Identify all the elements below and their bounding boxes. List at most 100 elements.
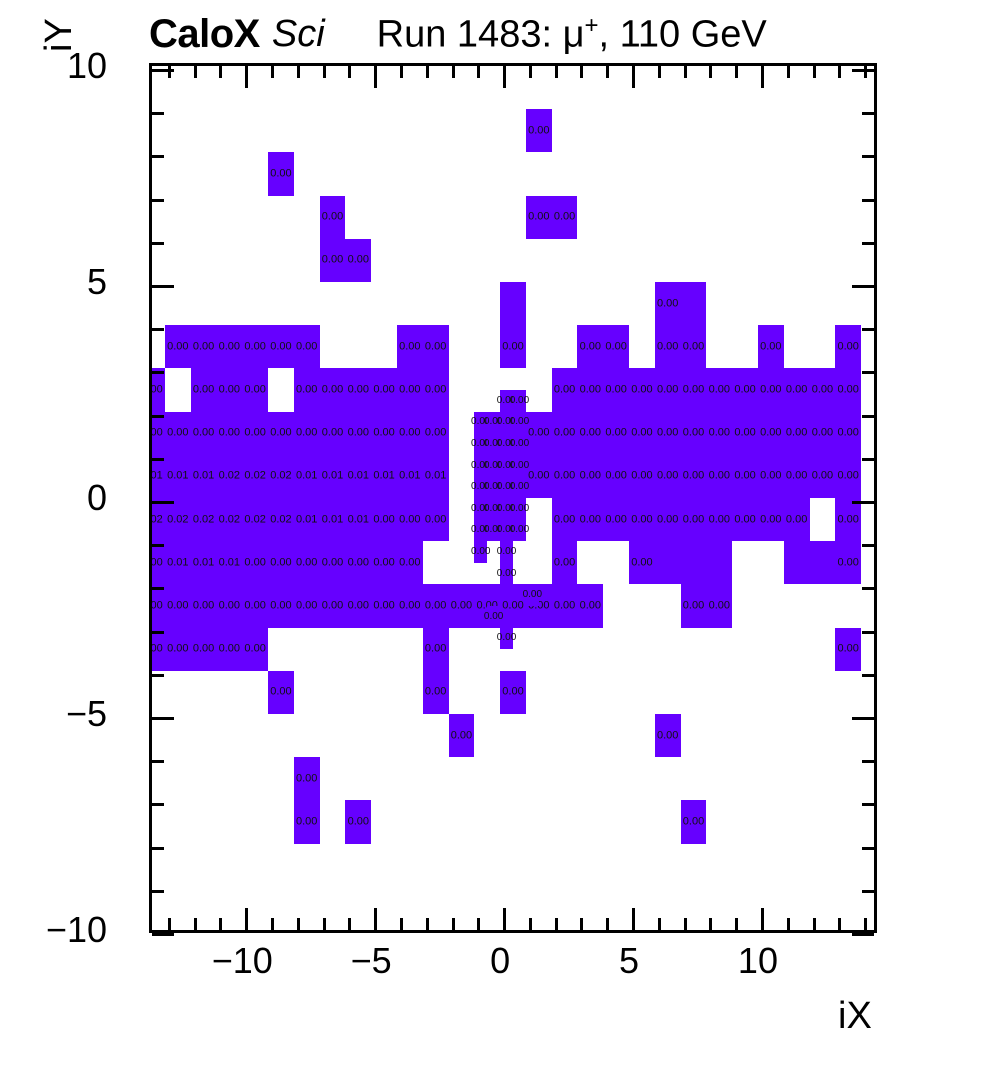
histogram-cell: 0.00 [216,627,243,671]
y-axis-tick-right [862,112,874,116]
cell-value: 0.00 [373,426,395,439]
y-axis-tick-right [862,155,874,159]
y-axis-tick-right [862,846,874,850]
histogram-cell: 0.00 [242,411,269,455]
histogram-cell: 0.01 [293,498,320,542]
x-axis-tick-top [296,66,300,78]
histogram-cell: 0.00 [483,411,504,434]
histogram-cell: 0.00 [471,411,490,434]
histogram-cell: 0.00 [732,368,758,412]
cell-value: 0.00 [321,556,344,569]
cell-value: 0.00 [483,459,504,471]
histogram-cell: 0.00 [293,584,320,628]
x-axis-tick [374,908,378,930]
y-axis-tick-label: 10 [66,45,107,86]
x-axis-tick [632,908,636,930]
cell-value: 0.00 [682,383,705,396]
cell-value: 0.00 [785,383,808,396]
cell-value: 0.02 [192,513,215,526]
histogram-cell: 0.00 [319,541,346,585]
x-axis-tick [245,908,249,930]
histogram-cell: 0.01 [345,498,372,542]
cell-value: 0.00 [760,340,782,353]
histogram-cell: 0.00 [497,411,516,434]
histogram-cell [654,541,681,585]
cell-value: 0.00 [837,556,859,569]
cell-value: 0.00 [496,502,517,514]
cell-value: 0.00 [682,815,705,828]
histogram-cell: 0.02 [242,498,269,542]
histogram-cell: 0.01 [216,541,243,585]
x-axis-tick [451,918,455,930]
cell-value: 0.00 [483,610,504,622]
histogram-cell: 0.00 [216,368,243,412]
cell-value: 0.00 [152,599,163,612]
cell-value: 0.02 [270,513,292,526]
cell-value: 0.00 [424,685,447,698]
histogram-cell: 0.00 [268,411,294,455]
cell-value: 0.00 [760,469,782,482]
cell-value: 0.00 [708,513,730,526]
histogram-cell: 0.00 [190,627,217,671]
cell-value: 0.00 [509,459,530,471]
cell-value: 0.00 [218,340,241,353]
histogram-cell: 0.01 [190,454,217,498]
cell-value: 0.00 [483,524,504,536]
cell-value: 0.00 [682,513,705,526]
histogram-cell: 0.00 [732,411,758,455]
cell-value: 0.00 [631,383,653,396]
cell-value: 0.00 [579,469,602,482]
cell-value: 0.00 [837,513,859,526]
cell-value: 0.01 [167,469,189,482]
cell-value: 0.00 [837,383,859,396]
cell-value: 0.00 [167,599,189,612]
histogram-cell: 0.00 [551,368,578,412]
histogram-cell: 0.00 [551,411,578,455]
histogram-cell: 0.00 [497,519,516,542]
histogram-cell: 0.00 [525,109,552,153]
cell-value: 0.00 [708,469,730,482]
cell-value: 0.00 [605,513,627,526]
histogram-cell: 0.00 [835,541,862,585]
x-axis-tick-top [657,66,661,78]
histogram-cell: 0.00 [471,433,490,455]
histogram-cell: 0.00 [629,541,655,585]
cell-value: 0.00 [244,556,266,569]
histogram-cell: 0.00 [497,627,516,650]
y-axis-tick [152,760,164,764]
x-axis-tick [528,918,532,930]
cell-value: 0.00 [509,502,530,514]
cell-value: 0.00 [553,426,576,439]
cell-value: 0.00 [483,416,504,428]
cell-value: 0.01 [347,469,369,482]
cell-value: 0.01 [373,469,395,482]
cell-value: 0.00 [373,383,395,396]
cell-value: 0.02 [270,469,292,482]
cell-value: 0.01 [192,469,215,482]
x-axis-tick [348,918,352,930]
histogram-cell: 0.00 [654,368,681,412]
cell-value: 0.02 [218,513,241,526]
cell-value: 0.00 [656,513,679,526]
cell-value: 0.00 [553,556,576,569]
cell-value: 0.00 [785,469,808,482]
histogram-cell: 0.00 [577,411,604,455]
histogram-cell: 0.00 [500,325,526,369]
histogram-cell: 0.00 [319,368,346,412]
histogram-cell: 0.00 [242,325,269,369]
histogram-cell: 0.01 [293,454,320,498]
histogram-cell: 0.00 [680,800,707,844]
histogram-cell: 0.00 [152,627,165,671]
histogram-cell: 0.00 [510,411,529,434]
histogram-cell: 0.00 [152,368,165,412]
y-axis-tick [152,803,164,807]
cell-value: 0.00 [760,426,782,439]
y-axis-tick [152,544,164,548]
histogram-cell: 0.00 [654,498,681,542]
cell-value: 0.01 [424,469,447,482]
histogram-cell: 0.00 [706,411,733,455]
histogram-cell: 0.00 [551,584,578,628]
x-axis-tick-top [477,66,481,78]
histogram-cell: 0.00 [835,627,862,671]
histogram-cell: 0.00 [497,562,516,585]
